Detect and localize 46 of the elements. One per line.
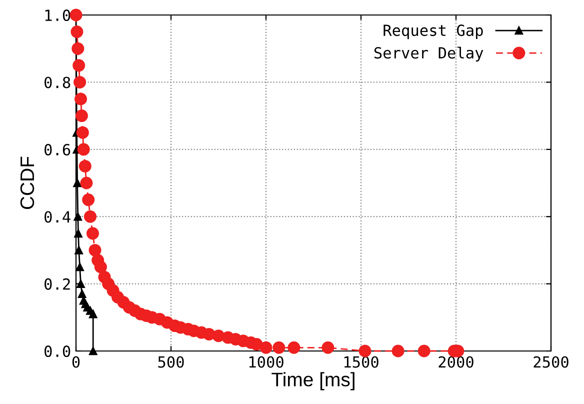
point <box>76 262 84 272</box>
legend-label: Request Gap <box>384 24 483 40</box>
y-tick-label: 0.6 <box>44 144 70 156</box>
point <box>70 26 84 38</box>
x-tick-label: 1000 <box>249 356 284 368</box>
point <box>74 229 82 238</box>
point <box>74 92 87 106</box>
point <box>82 194 95 206</box>
point <box>260 341 272 354</box>
point <box>78 290 86 298</box>
point <box>418 344 430 358</box>
point <box>86 227 99 240</box>
point <box>72 42 84 55</box>
point <box>74 212 82 221</box>
point <box>73 178 82 188</box>
point <box>77 143 90 156</box>
point <box>94 260 107 274</box>
x-tick-label: 0 <box>72 356 80 368</box>
point <box>88 310 98 318</box>
point <box>322 341 334 354</box>
point <box>392 344 404 358</box>
point <box>84 210 96 223</box>
y-tick-label: 0.0 <box>44 346 70 358</box>
point <box>88 244 102 256</box>
y-tick-label: 0.4 <box>44 211 70 223</box>
point <box>75 110 88 122</box>
y-tick-label: 0.8 <box>44 76 70 88</box>
point <box>72 59 86 72</box>
x-tick-label: 500 <box>158 356 184 368</box>
point <box>76 126 89 139</box>
point <box>288 341 300 354</box>
point <box>74 76 86 88</box>
x-tick-label: 1500 <box>344 356 378 368</box>
x-tick-label: 2000 <box>438 356 474 368</box>
y-tick-label: 1.0 <box>45 10 70 22</box>
y-axis-title: CCDF <box>20 156 34 210</box>
point <box>74 246 84 254</box>
point <box>78 160 92 172</box>
x-tick-label: 2500 <box>534 356 568 368</box>
y-tick-label: 0.2 <box>44 278 70 290</box>
x-axis-title: Time [ms] <box>272 372 354 390</box>
point <box>272 341 286 354</box>
point <box>88 346 98 356</box>
point <box>76 280 85 288</box>
point <box>80 176 93 190</box>
legend-label: Server Delay <box>374 46 484 62</box>
